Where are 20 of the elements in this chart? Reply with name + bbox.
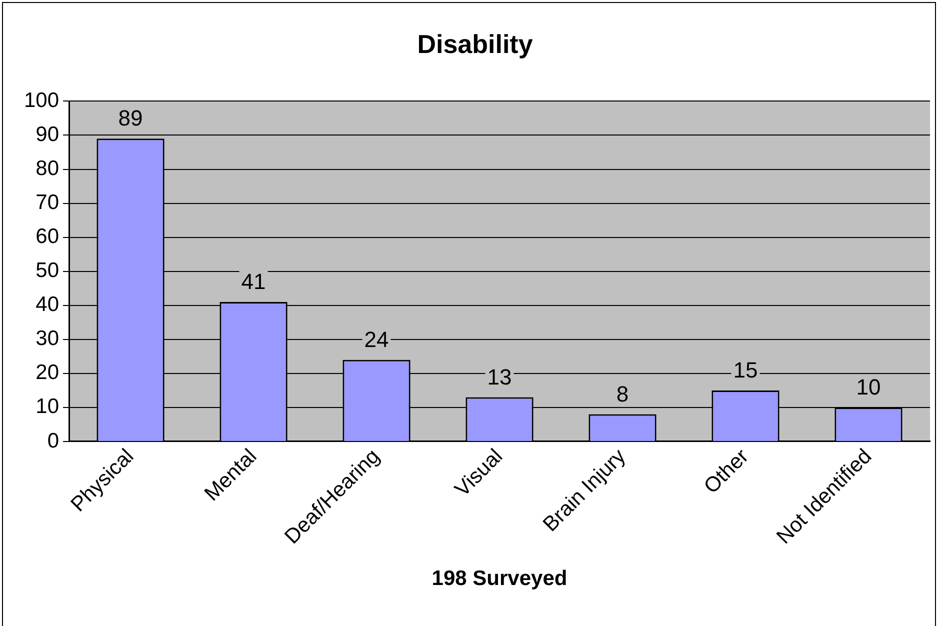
y-tick-label: 0 — [47, 429, 60, 452]
data-label: 15 — [733, 358, 758, 382]
y-tick-label: 50 — [36, 259, 60, 282]
y-tick-label: 20 — [36, 361, 60, 384]
data-label: 13 — [487, 364, 512, 390]
y-tick-label: 30 — [36, 327, 60, 350]
data-label: 8 — [616, 381, 629, 406]
data-label: 10 — [856, 374, 881, 400]
x-axis-title: 198 Surveyed — [432, 567, 568, 590]
y-tick-label: 60 — [36, 225, 60, 248]
data-label: 24 — [364, 326, 389, 352]
y-tick-label: 80 — [36, 157, 60, 180]
y-tick-label: 90 — [36, 123, 60, 146]
data-label: 89 — [118, 106, 143, 131]
chart-title: Disability — [417, 28, 534, 59]
y-tick-label: 100 — [24, 88, 60, 112]
data-label: 41 — [241, 269, 266, 294]
y-tick-label: 40 — [36, 293, 60, 316]
y-tick-label: 10 — [36, 395, 60, 418]
y-tick-label: 70 — [36, 191, 60, 214]
